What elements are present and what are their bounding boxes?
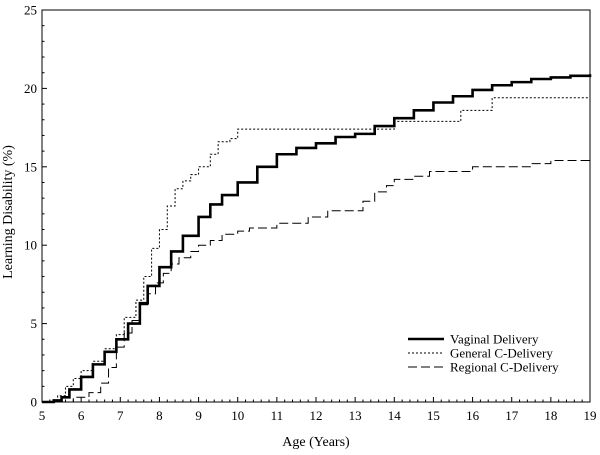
y-tick-label: 0 <box>31 395 38 410</box>
y-tick-label: 5 <box>31 316 38 331</box>
x-tick-label: 17 <box>505 408 519 423</box>
x-tick-label: 18 <box>544 408 557 423</box>
x-tick-label: 10 <box>231 408 244 423</box>
y-tick-label: 20 <box>24 81 37 96</box>
x-tick-label: 13 <box>349 408 362 423</box>
x-tick-label: 9 <box>195 408 202 423</box>
x-tick-label: 16 <box>466 408 480 423</box>
y-tick-label: 10 <box>24 238 37 253</box>
x-tick-label: 6 <box>78 408 85 423</box>
x-tick-label: 14 <box>388 408 402 423</box>
x-axis-title: Age (Years) <box>282 435 350 450</box>
y-axis-title: Learning Disability (%) <box>1 145 16 279</box>
x-tick-label: 12 <box>310 408 323 423</box>
x-tick-label: 5 <box>39 408 46 423</box>
x-tick-label: 15 <box>427 408 440 423</box>
x-tick-label: 8 <box>156 408 163 423</box>
legend-label: Regional C-Delivery <box>450 360 559 375</box>
legend-label: Vaginal Delivery <box>450 332 539 347</box>
y-tick-label: 25 <box>24 3 37 18</box>
y-tick-label: 15 <box>24 159 37 174</box>
legend-label: General C-Delivery <box>450 346 553 361</box>
x-tick-label: 7 <box>117 408 124 423</box>
x-tick-label: 11 <box>271 408 284 423</box>
x-tick-label: 19 <box>584 408 597 423</box>
series-layer <box>42 74 592 404</box>
series-line-regional-c-delivery <box>42 160 590 403</box>
